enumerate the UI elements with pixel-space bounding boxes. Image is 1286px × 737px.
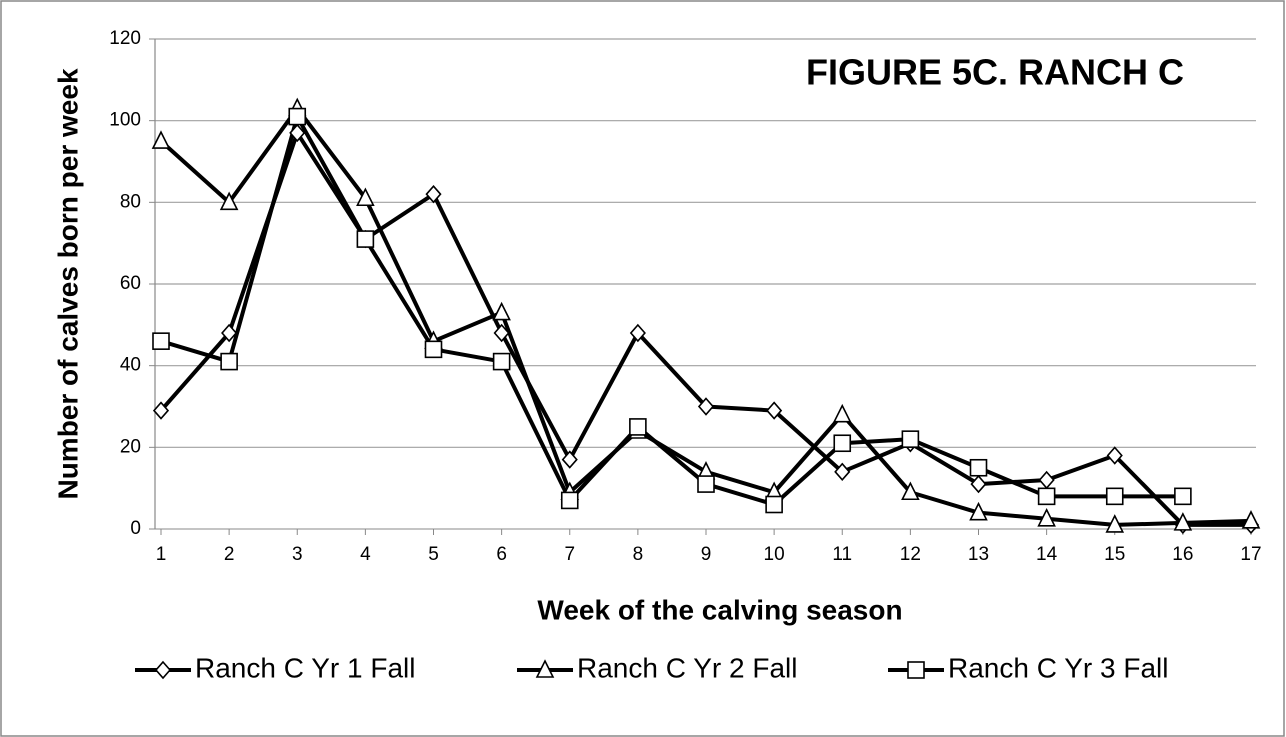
x-tick-label: 10 [764,544,785,565]
marker [901,481,920,501]
x-tick-label: 4 [360,544,371,565]
x-tick-label: 9 [701,544,712,565]
marker [1105,487,1124,506]
x-tick-label: 3 [292,544,303,565]
x-tick-label: 1 [156,544,167,565]
marker [356,230,375,248]
x-tick-label: 16 [1172,544,1193,565]
marker [288,107,307,126]
marker [535,659,555,678]
marker [219,191,239,211]
marker [697,475,715,493]
legend-label: Ranch C Yr 2 Fall [577,652,797,683]
marker [152,401,170,420]
x-tick-label: 12 [900,544,921,565]
marker [907,661,925,679]
marker [492,301,511,321]
legend-label: Ranch C Yr 1 Fall [195,652,415,683]
y-tick-label: 80 [120,191,141,212]
marker [151,130,171,149]
x-tick-label: 15 [1104,544,1125,565]
marker [424,340,443,359]
marker [629,323,646,343]
x-tick-label: 8 [633,544,644,565]
chart-title: FIGURE 5C. RANCH C [806,52,1184,93]
marker [1174,487,1192,506]
marker [901,430,920,448]
marker [425,184,442,204]
y-tick-label: 0 [130,518,141,539]
y-tick-label: 60 [120,273,141,294]
marker [1037,487,1056,506]
marker [493,323,510,343]
y-tick-label: 100 [109,110,141,131]
x-tick-label: 5 [428,544,439,565]
x-tick-label: 13 [968,544,989,565]
marker [970,474,987,494]
x-tick-label: 17 [1240,544,1261,565]
marker [492,352,511,371]
marker [154,660,172,680]
x-tick-label: 2 [224,544,235,565]
marker [765,495,783,514]
x-tick-label: 14 [1036,544,1058,565]
marker [1173,512,1193,531]
marker [152,332,170,350]
marker [289,123,306,143]
marker [834,462,851,482]
marker [1037,508,1056,527]
marker [969,458,988,477]
marker [560,491,579,510]
y-tick-label: 40 [120,355,141,376]
marker [969,501,988,521]
marker [766,401,783,420]
y-tick-label: 20 [120,436,141,457]
marker [561,450,578,469]
x-axis-label: Week of the calving season [537,594,902,625]
marker [832,403,852,423]
marker [833,434,852,453]
marker [220,352,238,371]
marker [356,187,375,207]
y-tick-label: 120 [109,28,141,49]
series-line [160,114,1183,507]
marker [1241,510,1261,529]
x-tick-label: 7 [564,544,575,565]
marker [629,418,647,436]
x-tick-label: 6 [496,544,507,565]
marker [221,323,238,343]
marker [697,397,715,416]
y-axis-label: Number of calves born per week [52,68,83,499]
marker [1106,446,1123,465]
marker [1105,514,1125,533]
legend-label: Ranch C Yr 3 Fall [948,652,1168,683]
x-tick-label: 11 [832,544,852,565]
